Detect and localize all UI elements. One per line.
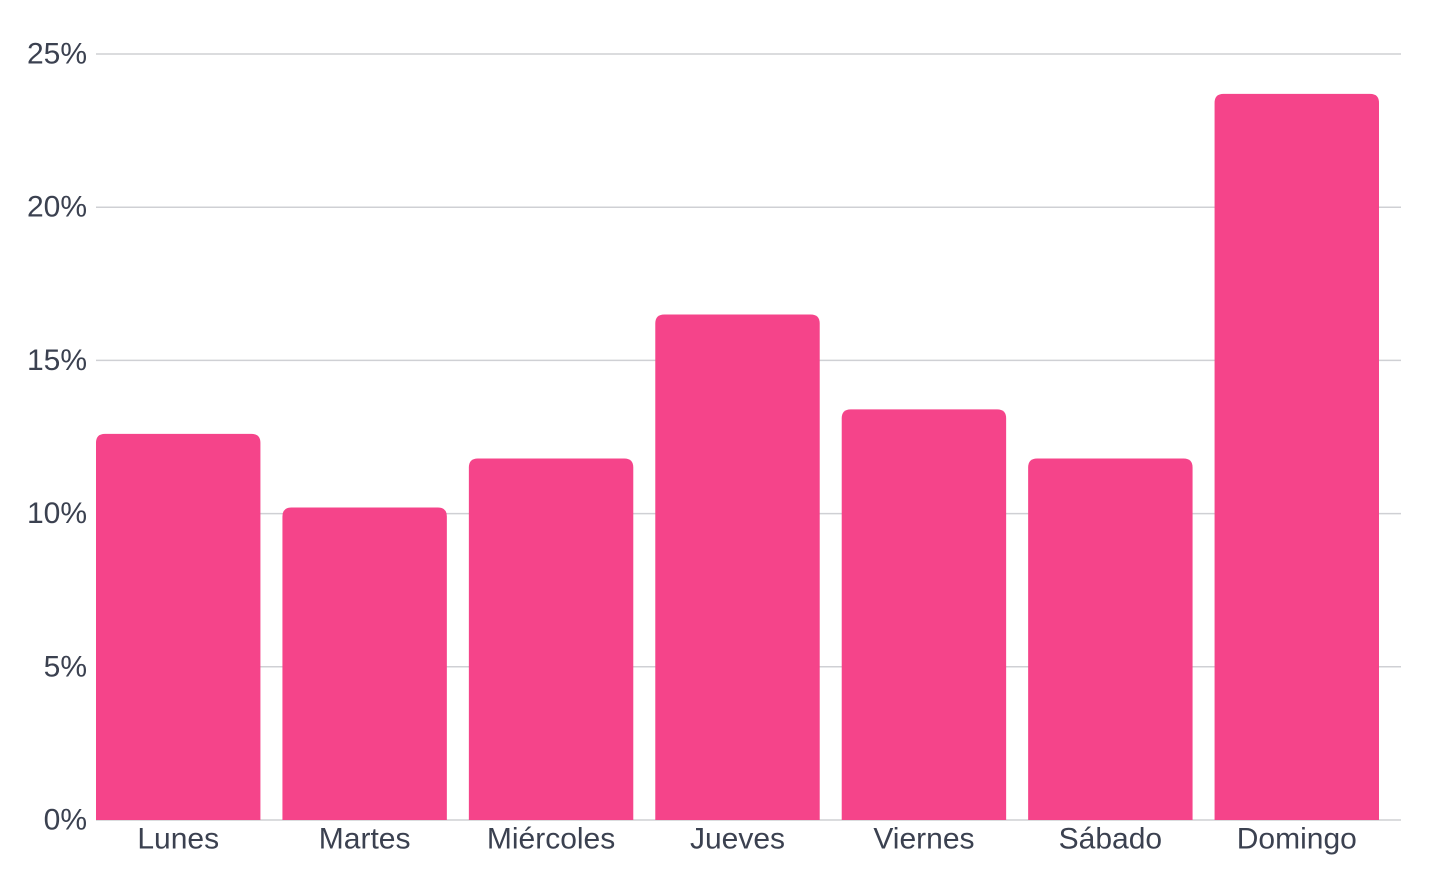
y-tick-label: 15% <box>27 344 87 377</box>
y-axis-tick-labels: 0% 5% 10% 15% 20% 25% <box>27 38 87 837</box>
x-tick-label: Viernes <box>873 823 974 856</box>
bar-miércoles <box>468 458 634 820</box>
y-tick-label: 0% <box>44 804 87 837</box>
x-tick-label: Jueves <box>690 823 785 856</box>
bar-domingo <box>1214 93 1379 820</box>
y-tick-label: 5% <box>44 650 87 683</box>
x-tick-label: Martes <box>319 823 411 856</box>
y-tick-label: 10% <box>27 497 87 530</box>
x-tick-label: Domingo <box>1237 823 1357 856</box>
x-axis-tick-labels: Lunes Martes Miércoles Jueves Viernes Sábado D… <box>137 823 1356 856</box>
bar-viernes <box>841 409 1007 820</box>
x-tick-label: Lunes <box>137 823 219 856</box>
x-tick-label: Sábado <box>1059 823 1162 856</box>
bars-layer <box>96 93 1379 820</box>
bar-sábado <box>1028 458 1193 820</box>
bar-lunes <box>96 433 261 820</box>
bar-jueves <box>655 314 820 820</box>
x-tick-label: Miércoles <box>487 823 615 856</box>
bar-martes <box>282 507 447 820</box>
y-tick-label: 25% <box>27 38 87 71</box>
y-tick-label: 20% <box>27 191 87 224</box>
